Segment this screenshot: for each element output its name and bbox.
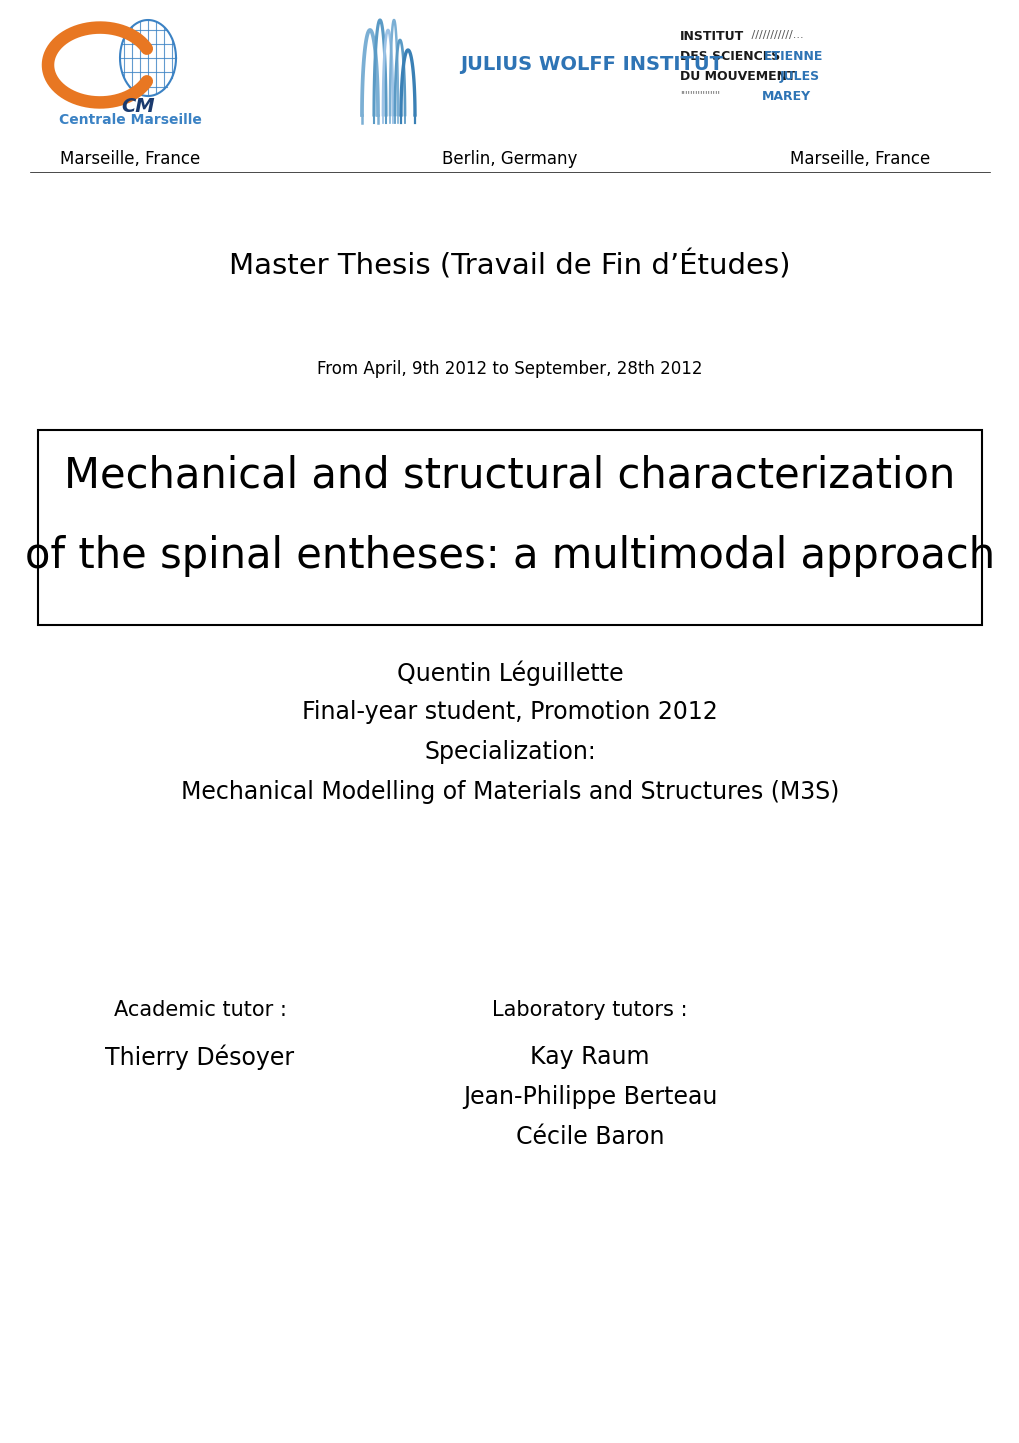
Text: Laboratory tutors :: Laboratory tutors : xyxy=(492,1000,687,1020)
Text: JULES: JULES xyxy=(780,71,819,84)
Text: Master Thesis (Travail de Fin d’Études): Master Thesis (Travail de Fin d’Études) xyxy=(229,250,790,280)
Bar xyxy=(38,430,981,625)
Text: Quentin Léguillette: Quentin Léguillette xyxy=(396,659,623,685)
Text: Berlin, Germany: Berlin, Germany xyxy=(442,150,577,167)
Text: Marseille, France: Marseille, France xyxy=(789,150,929,167)
Text: DES SCIENCES: DES SCIENCES xyxy=(680,51,784,63)
Text: DU MOUVEMENT: DU MOUVEMENT xyxy=(680,71,799,84)
Text: CM: CM xyxy=(121,97,155,115)
Text: ETIENNE: ETIENNE xyxy=(763,51,822,63)
Text: Academic tutor :: Academic tutor : xyxy=(113,1000,286,1020)
Text: Mechanical Modelling of Materials and Structures (M3S): Mechanical Modelling of Materials and St… xyxy=(180,781,839,804)
Text: JULIUS WOLFF INSTITUT: JULIUS WOLFF INSTITUT xyxy=(460,55,722,75)
Text: Specialization:: Specialization: xyxy=(424,740,595,763)
Text: Cécile Baron: Cécile Baron xyxy=(516,1126,663,1149)
Text: of the spinal entheses: a multimodal approach: of the spinal entheses: a multimodal app… xyxy=(24,535,995,577)
Text: Mechanical and structural characterization: Mechanical and structural characterizati… xyxy=(64,455,955,496)
Text: From April, 9th 2012 to September, 28th 2012: From April, 9th 2012 to September, 28th … xyxy=(317,359,702,378)
Text: '''''''''''''''': '''''''''''''''' xyxy=(680,89,719,100)
Text: INSTITUT: INSTITUT xyxy=(680,30,744,43)
Text: MAREY: MAREY xyxy=(761,89,810,102)
Text: Marseille, France: Marseille, France xyxy=(60,150,200,167)
Text: Centrale Marseille: Centrale Marseille xyxy=(58,113,201,127)
Text: Final-year student, Promotion 2012: Final-year student, Promotion 2012 xyxy=(302,700,717,724)
Text: Thierry Désoyer: Thierry Désoyer xyxy=(105,1045,294,1071)
Text: Kay Raum: Kay Raum xyxy=(530,1045,649,1069)
Text: Jean-Philippe Berteau: Jean-Philippe Berteau xyxy=(463,1085,716,1110)
Text: ///////////...: ///////////... xyxy=(747,30,803,40)
